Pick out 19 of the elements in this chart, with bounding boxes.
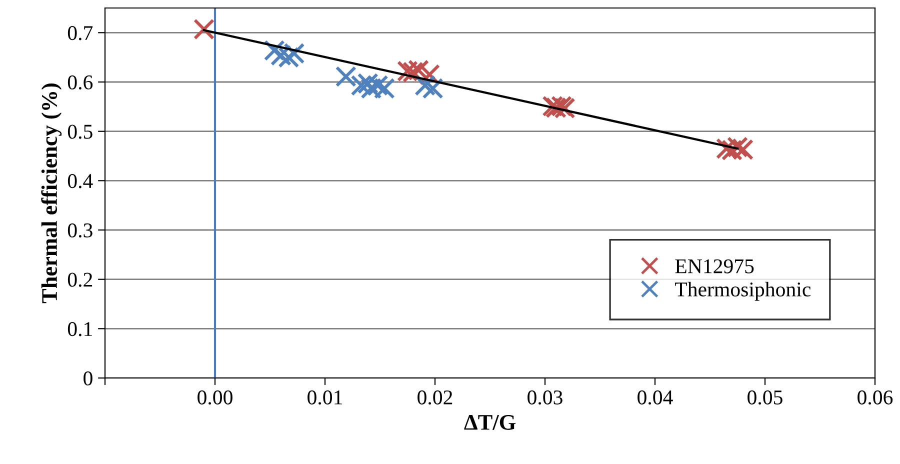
x-tick-label: 0.06 [858, 390, 893, 405]
y-tick-label: 0.5 [68, 124, 92, 139]
x-tick-label: 0.05 [748, 390, 782, 405]
y-tick-label: 0.3 [68, 223, 92, 238]
y-tick-label: 0.7 [68, 26, 93, 40]
y-axis-title: Thermal efficiency (%) [41, 84, 62, 304]
x-tick-label: 0.03 [528, 390, 562, 405]
y-tick-label: 0.2 [68, 272, 92, 287]
x-tick-label: 0.04 [638, 390, 673, 405]
y-tick-label: 0.4 [68, 174, 93, 188]
x-tick-label: 0.00 [198, 390, 232, 405]
legend-label: EN12975 [675, 259, 754, 274]
x-tick-label: 0.02 [418, 390, 452, 405]
legend-label: Thermosiphonic [675, 282, 811, 301]
y-tick-label: 0.1 [68, 322, 92, 336]
y-tick-label: 0 [84, 371, 92, 386]
x-axis-title: ΔT/G [464, 414, 516, 430]
x-tick-label: 0.01 [308, 390, 342, 405]
y-tick-label: 0.6 [68, 75, 93, 90]
